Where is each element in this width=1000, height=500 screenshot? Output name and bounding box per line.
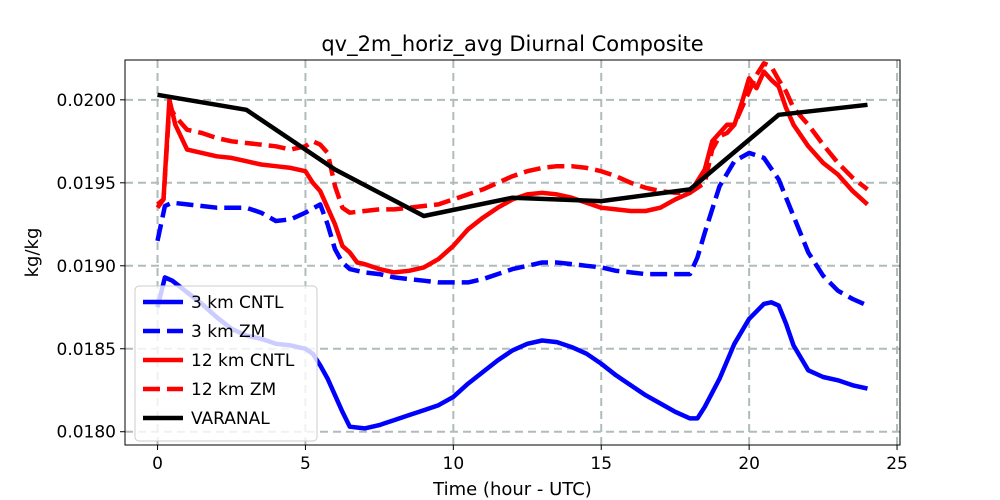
x-tick-label: 15	[590, 454, 612, 474]
y-tick-label: 0.0200	[57, 91, 116, 111]
y-tick-label: 0.0190	[57, 257, 116, 277]
y-tick-label: 0.0195	[57, 174, 116, 194]
ticks: 0 5 10 15 20 25 0.0180 0.0185 0.0190 0.0195 0.0200	[57, 91, 908, 474]
series-line-varanal	[157, 92, 868, 219]
plot-frame	[124, 59, 901, 446]
legend: 3 km CNTL 3 km ZM 12 km CNTL 12 km ZM VARANA…	[134, 285, 318, 442]
series-line-3-km-zm	[155, 150, 869, 308]
y-tick-label: 0.0180	[57, 423, 116, 443]
y-tick-label: 0.0185	[57, 340, 116, 360]
legend-label-3-km-cntl: 3 km CNTL	[191, 293, 284, 313]
x-tick-label: 5	[300, 454, 311, 474]
x-tick-label: 10	[443, 454, 465, 474]
chart-title: qv_2m_horiz_avg Diurnal Composite	[321, 32, 703, 57]
x-tick-label: 0	[152, 454, 163, 474]
x-tick-label: 25	[886, 454, 908, 474]
series-line-12-km-zm	[155, 61, 869, 215]
legend-label-varanal: VARANAL	[191, 409, 270, 429]
legend-box	[134, 285, 318, 442]
legend-label-3-km-zm: 3 km ZM	[191, 322, 265, 342]
legend-label-12-km-zm: 12 km ZM	[191, 380, 276, 400]
legend-label-12-km-cntl: 12 km CNTL	[191, 351, 295, 371]
x-axis-label: Time (hour - UTC)	[432, 479, 592, 500]
y-axis-label: kg/kg	[22, 228, 43, 278]
x-tick-label: 20	[738, 454, 760, 474]
